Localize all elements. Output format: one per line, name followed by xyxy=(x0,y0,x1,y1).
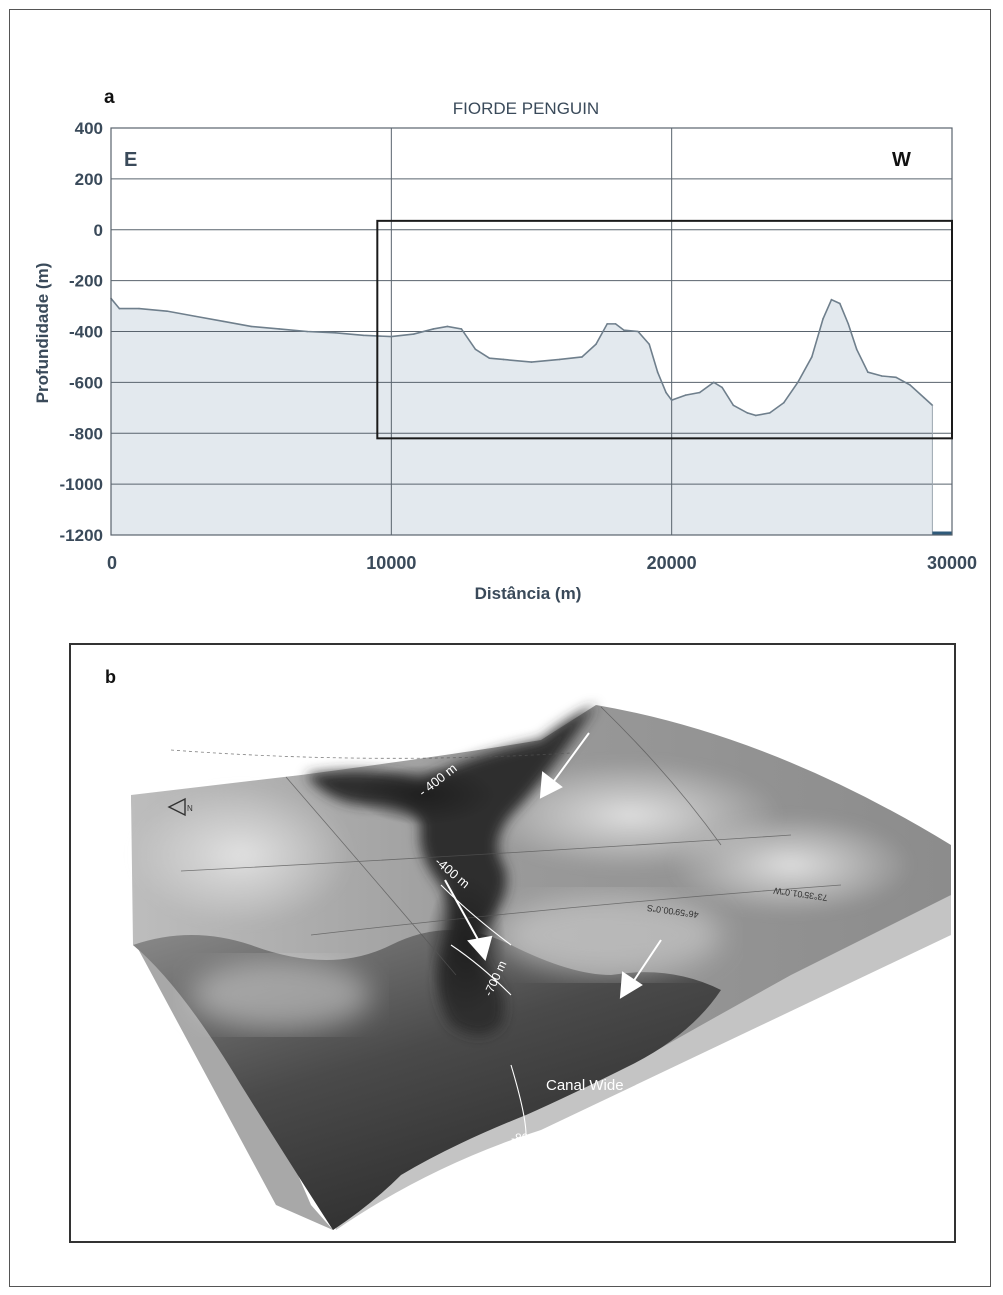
profile-point xyxy=(881,375,883,377)
y-tick-label: -1000 xyxy=(60,475,103,494)
panel-label-a: a xyxy=(104,87,115,108)
profile-point xyxy=(474,348,477,351)
profile-point xyxy=(530,361,533,363)
profile-point xyxy=(855,348,858,351)
y-tick-label: 400 xyxy=(75,119,103,138)
y-tick-label: 0 xyxy=(94,221,103,240)
figure-frame xyxy=(9,9,991,1287)
profile-point xyxy=(811,356,813,358)
profile-point xyxy=(684,394,687,396)
direction-label-west: W xyxy=(892,149,911,171)
y-tick-label: 200 xyxy=(75,170,103,189)
profile-point xyxy=(797,381,799,384)
profile-point xyxy=(166,310,168,312)
channel-name-label: Canal Wide xyxy=(546,1077,624,1094)
profile-point xyxy=(595,343,597,346)
profile-point xyxy=(194,315,196,318)
profile-point xyxy=(390,335,393,338)
profile-point xyxy=(847,323,850,325)
profile-point xyxy=(446,325,449,328)
profile-point xyxy=(432,328,435,330)
profile-point xyxy=(923,396,925,399)
profile-point xyxy=(895,376,897,379)
direction-label-east: E xyxy=(124,149,137,171)
bathymetry-3d-panel: N b - 400 m -400 m 46°59'00.0"S 73°35'01… xyxy=(69,643,956,1243)
profile-point xyxy=(460,328,463,330)
contour-lines xyxy=(440,884,527,1136)
chart-title: FIORDE PENGUIN xyxy=(453,99,599,118)
x-tick-label: 10000 xyxy=(366,553,416,573)
profile-point xyxy=(222,320,224,323)
y-tick-label: -600 xyxy=(69,373,103,392)
profile-point xyxy=(746,412,749,414)
profile-point xyxy=(830,298,833,301)
profile-point xyxy=(783,401,785,404)
profile-point xyxy=(614,323,617,325)
y-tick-label: -400 xyxy=(69,323,103,342)
profile-point xyxy=(362,334,365,337)
profile-point xyxy=(732,404,735,407)
profile-point xyxy=(138,307,140,310)
profile-point xyxy=(637,330,639,333)
profile-point xyxy=(909,384,911,386)
y-tick-label: -200 xyxy=(69,272,103,291)
bathymetry-3d-view: N b - 400 m -400 m 46°59'00.0"S 73°35'01… xyxy=(105,667,951,1230)
svg-text:N: N xyxy=(187,804,193,813)
profile-point xyxy=(502,358,505,361)
profile-point xyxy=(334,331,337,334)
profile-point xyxy=(721,386,723,389)
x-tick-label: 0 xyxy=(107,553,117,573)
profile-point xyxy=(839,302,841,305)
profile-point xyxy=(665,391,667,394)
profile-point xyxy=(118,307,121,310)
north-arrow-icon: N xyxy=(167,797,193,817)
profile-point xyxy=(754,414,757,417)
profile-point xyxy=(670,399,673,401)
flow-arrows xyxy=(444,732,662,999)
x-tick-label: 30000 xyxy=(927,553,977,573)
x-tick-label: 20000 xyxy=(647,553,697,573)
profile-point xyxy=(581,356,583,358)
highlight-box xyxy=(376,219,954,440)
y-tick-label: -1200 xyxy=(60,526,103,545)
y-axis-label: Profundidade (m) xyxy=(33,263,52,404)
profile-point xyxy=(822,317,824,320)
profile-point xyxy=(250,325,252,328)
x-axis-label: Distância (m) xyxy=(475,584,582,603)
surface-grid xyxy=(170,706,842,976)
profile-point xyxy=(648,343,651,346)
profile-point xyxy=(867,371,869,374)
y-tick-label: -800 xyxy=(69,424,103,443)
profile-area xyxy=(111,298,933,535)
profile-point xyxy=(488,357,491,360)
profile-point xyxy=(306,330,309,333)
panel-label-b: b xyxy=(105,667,116,687)
profile-point xyxy=(768,412,771,414)
profile-point xyxy=(623,329,625,332)
profile-point xyxy=(698,391,701,394)
profile-chart: a FIORDE PENGUIN 400 200 0 -200 -400 -600 -800… xyxy=(33,87,977,603)
profile-point xyxy=(606,323,608,325)
depth-label-800: -800 m xyxy=(511,1131,548,1145)
profile-point xyxy=(412,333,415,335)
profile-point xyxy=(278,328,281,330)
profile-point xyxy=(712,381,715,384)
profile-point xyxy=(656,371,659,374)
profile-point xyxy=(558,358,561,361)
